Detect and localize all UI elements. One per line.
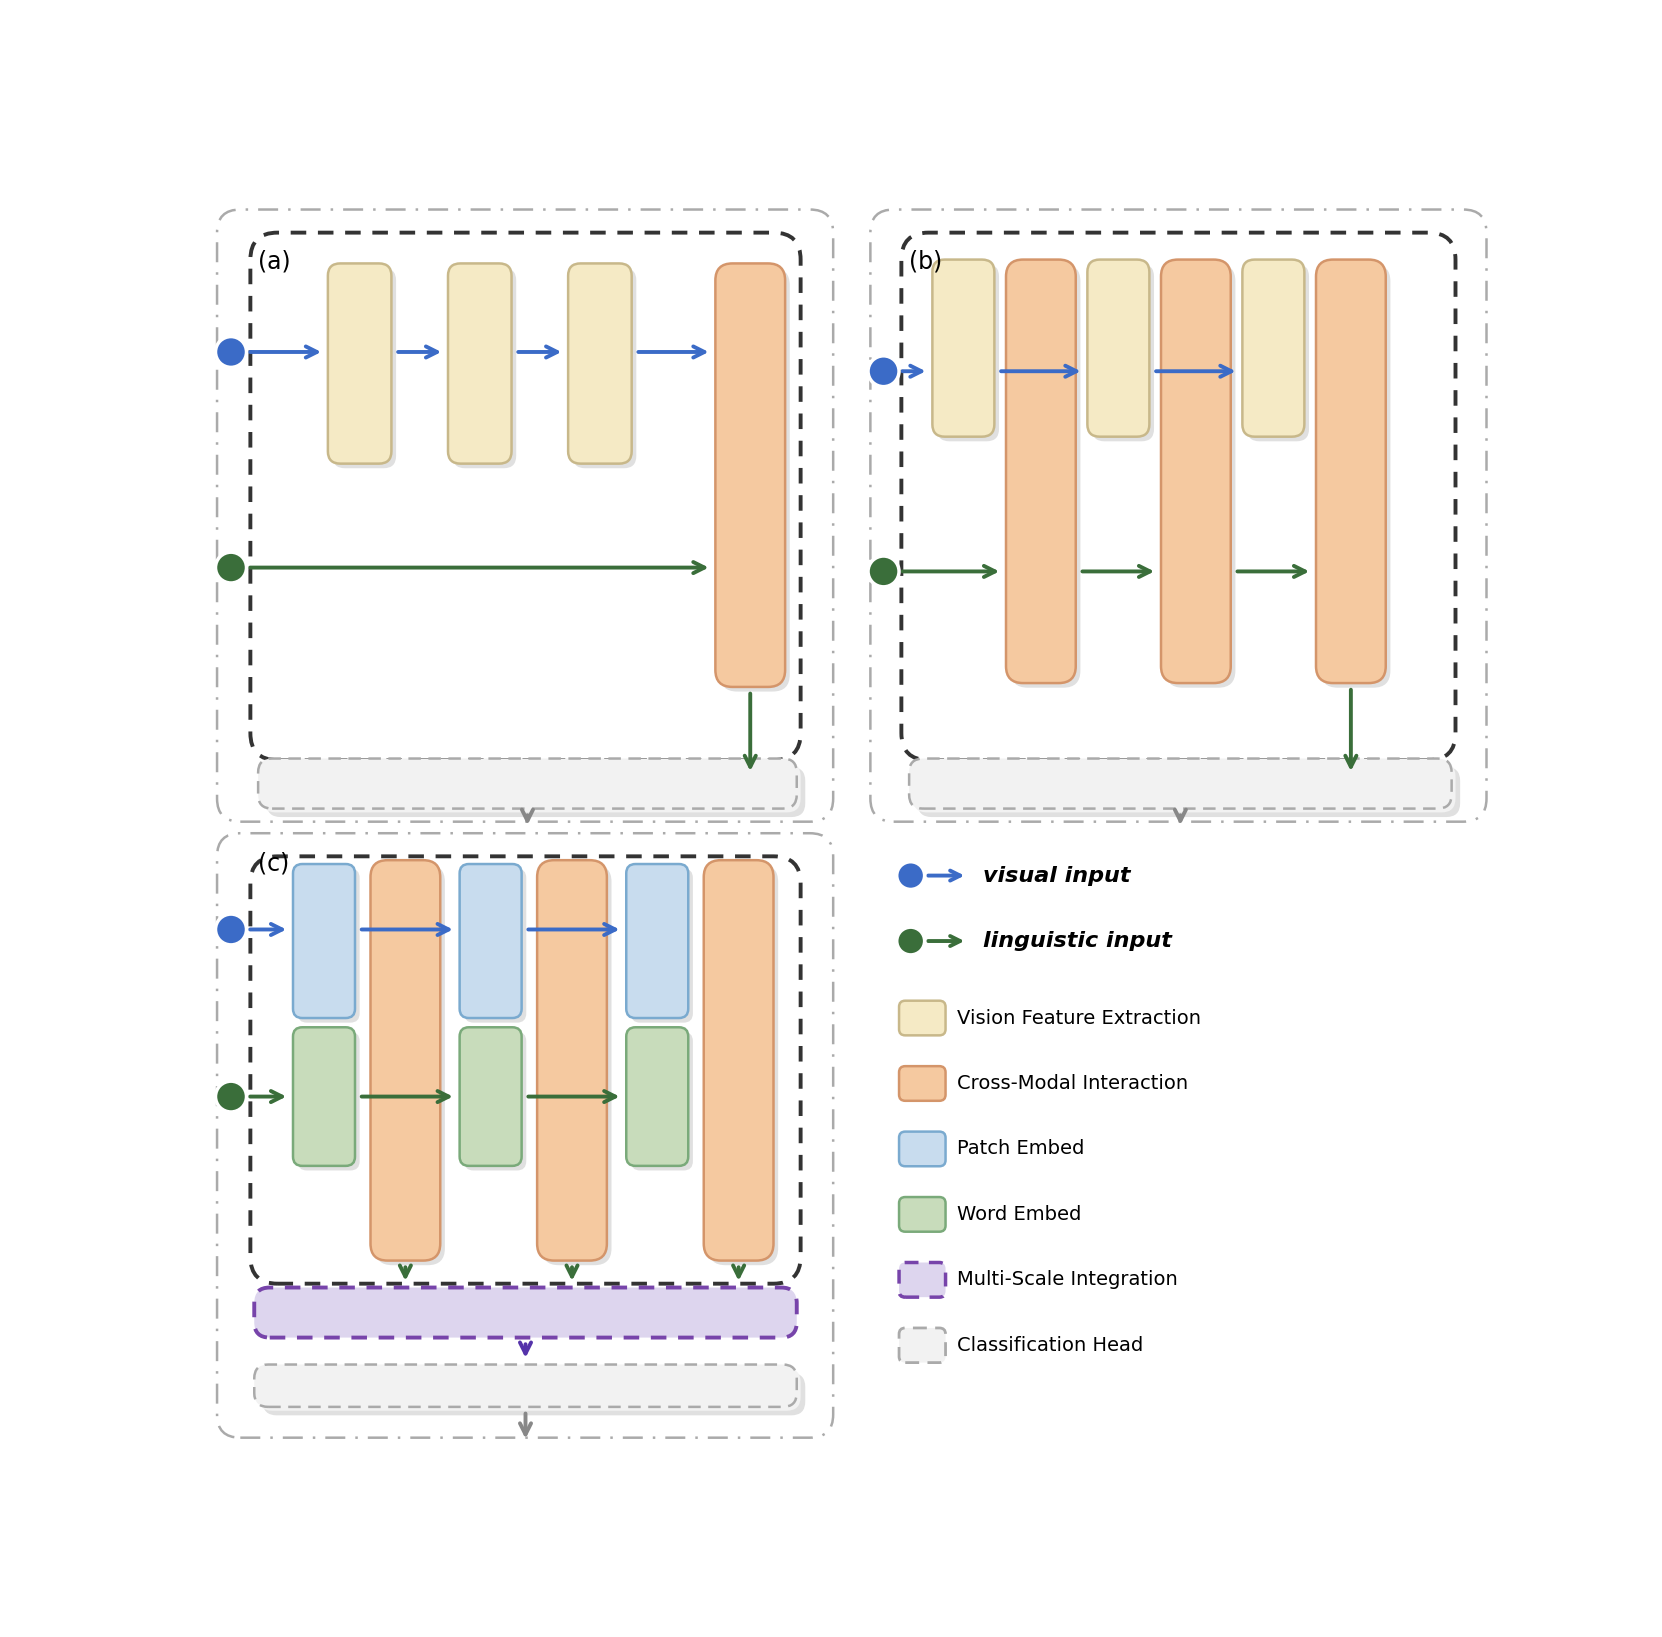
FancyBboxPatch shape xyxy=(715,264,784,688)
FancyBboxPatch shape xyxy=(258,758,796,809)
FancyBboxPatch shape xyxy=(266,768,806,817)
FancyBboxPatch shape xyxy=(460,864,522,1018)
Circle shape xyxy=(216,1080,246,1112)
FancyBboxPatch shape xyxy=(899,1066,946,1100)
FancyBboxPatch shape xyxy=(297,869,359,1023)
Circle shape xyxy=(216,552,246,583)
FancyBboxPatch shape xyxy=(376,864,445,1265)
FancyBboxPatch shape xyxy=(1165,264,1235,688)
FancyBboxPatch shape xyxy=(332,268,396,468)
FancyBboxPatch shape xyxy=(1087,260,1150,437)
Circle shape xyxy=(897,927,924,954)
Text: Classification Head: Classification Head xyxy=(957,1336,1143,1355)
Text: Cross-Modal Interaction: Cross-Modal Interaction xyxy=(957,1074,1188,1094)
FancyBboxPatch shape xyxy=(452,268,517,468)
FancyBboxPatch shape xyxy=(573,268,637,468)
FancyBboxPatch shape xyxy=(263,763,801,812)
FancyBboxPatch shape xyxy=(460,1028,522,1166)
FancyBboxPatch shape xyxy=(932,260,994,437)
FancyBboxPatch shape xyxy=(917,768,1461,817)
FancyBboxPatch shape xyxy=(1321,264,1391,688)
FancyBboxPatch shape xyxy=(1006,260,1075,683)
FancyBboxPatch shape xyxy=(899,1262,946,1297)
FancyBboxPatch shape xyxy=(899,1000,946,1035)
FancyBboxPatch shape xyxy=(899,1131,946,1166)
FancyBboxPatch shape xyxy=(327,264,392,463)
FancyBboxPatch shape xyxy=(703,859,773,1260)
FancyBboxPatch shape xyxy=(293,1028,356,1166)
FancyBboxPatch shape xyxy=(720,268,789,691)
FancyBboxPatch shape xyxy=(708,864,778,1265)
FancyBboxPatch shape xyxy=(449,264,512,463)
FancyBboxPatch shape xyxy=(1092,264,1153,442)
FancyBboxPatch shape xyxy=(1162,260,1232,683)
Circle shape xyxy=(868,355,899,386)
FancyBboxPatch shape xyxy=(912,763,1456,812)
Text: Patch Embed: Patch Embed xyxy=(957,1139,1085,1159)
FancyBboxPatch shape xyxy=(258,1369,801,1411)
FancyBboxPatch shape xyxy=(537,859,607,1260)
FancyBboxPatch shape xyxy=(568,264,632,463)
Circle shape xyxy=(897,861,924,889)
FancyBboxPatch shape xyxy=(297,1031,359,1170)
Circle shape xyxy=(216,913,246,945)
FancyBboxPatch shape xyxy=(464,1031,527,1170)
FancyBboxPatch shape xyxy=(909,758,1451,809)
Text: linguistic input: linguistic input xyxy=(982,931,1172,951)
FancyBboxPatch shape xyxy=(937,264,999,442)
FancyBboxPatch shape xyxy=(627,1028,688,1166)
Circle shape xyxy=(868,557,899,586)
FancyBboxPatch shape xyxy=(899,1328,946,1362)
Text: Vision Feature Extraction: Vision Feature Extraction xyxy=(957,1008,1202,1028)
FancyBboxPatch shape xyxy=(263,1373,806,1416)
FancyBboxPatch shape xyxy=(254,1288,796,1337)
FancyBboxPatch shape xyxy=(1246,264,1310,442)
Text: (c): (c) xyxy=(258,851,289,876)
FancyBboxPatch shape xyxy=(464,869,527,1023)
FancyBboxPatch shape xyxy=(632,1031,693,1170)
FancyBboxPatch shape xyxy=(293,864,356,1018)
Text: Word Embed: Word Embed xyxy=(957,1205,1082,1224)
Text: visual input: visual input xyxy=(982,866,1130,886)
FancyBboxPatch shape xyxy=(632,869,693,1023)
FancyBboxPatch shape xyxy=(899,1197,946,1231)
Text: (a): (a) xyxy=(258,249,291,273)
FancyBboxPatch shape xyxy=(1243,260,1305,437)
FancyBboxPatch shape xyxy=(371,859,440,1260)
FancyBboxPatch shape xyxy=(627,864,688,1018)
FancyBboxPatch shape xyxy=(254,1365,796,1406)
Text: Multi-Scale Integration: Multi-Scale Integration xyxy=(957,1270,1178,1290)
FancyBboxPatch shape xyxy=(1010,264,1080,688)
Circle shape xyxy=(216,337,246,367)
Text: (b): (b) xyxy=(909,249,942,273)
FancyBboxPatch shape xyxy=(542,864,612,1265)
FancyBboxPatch shape xyxy=(1316,260,1386,683)
